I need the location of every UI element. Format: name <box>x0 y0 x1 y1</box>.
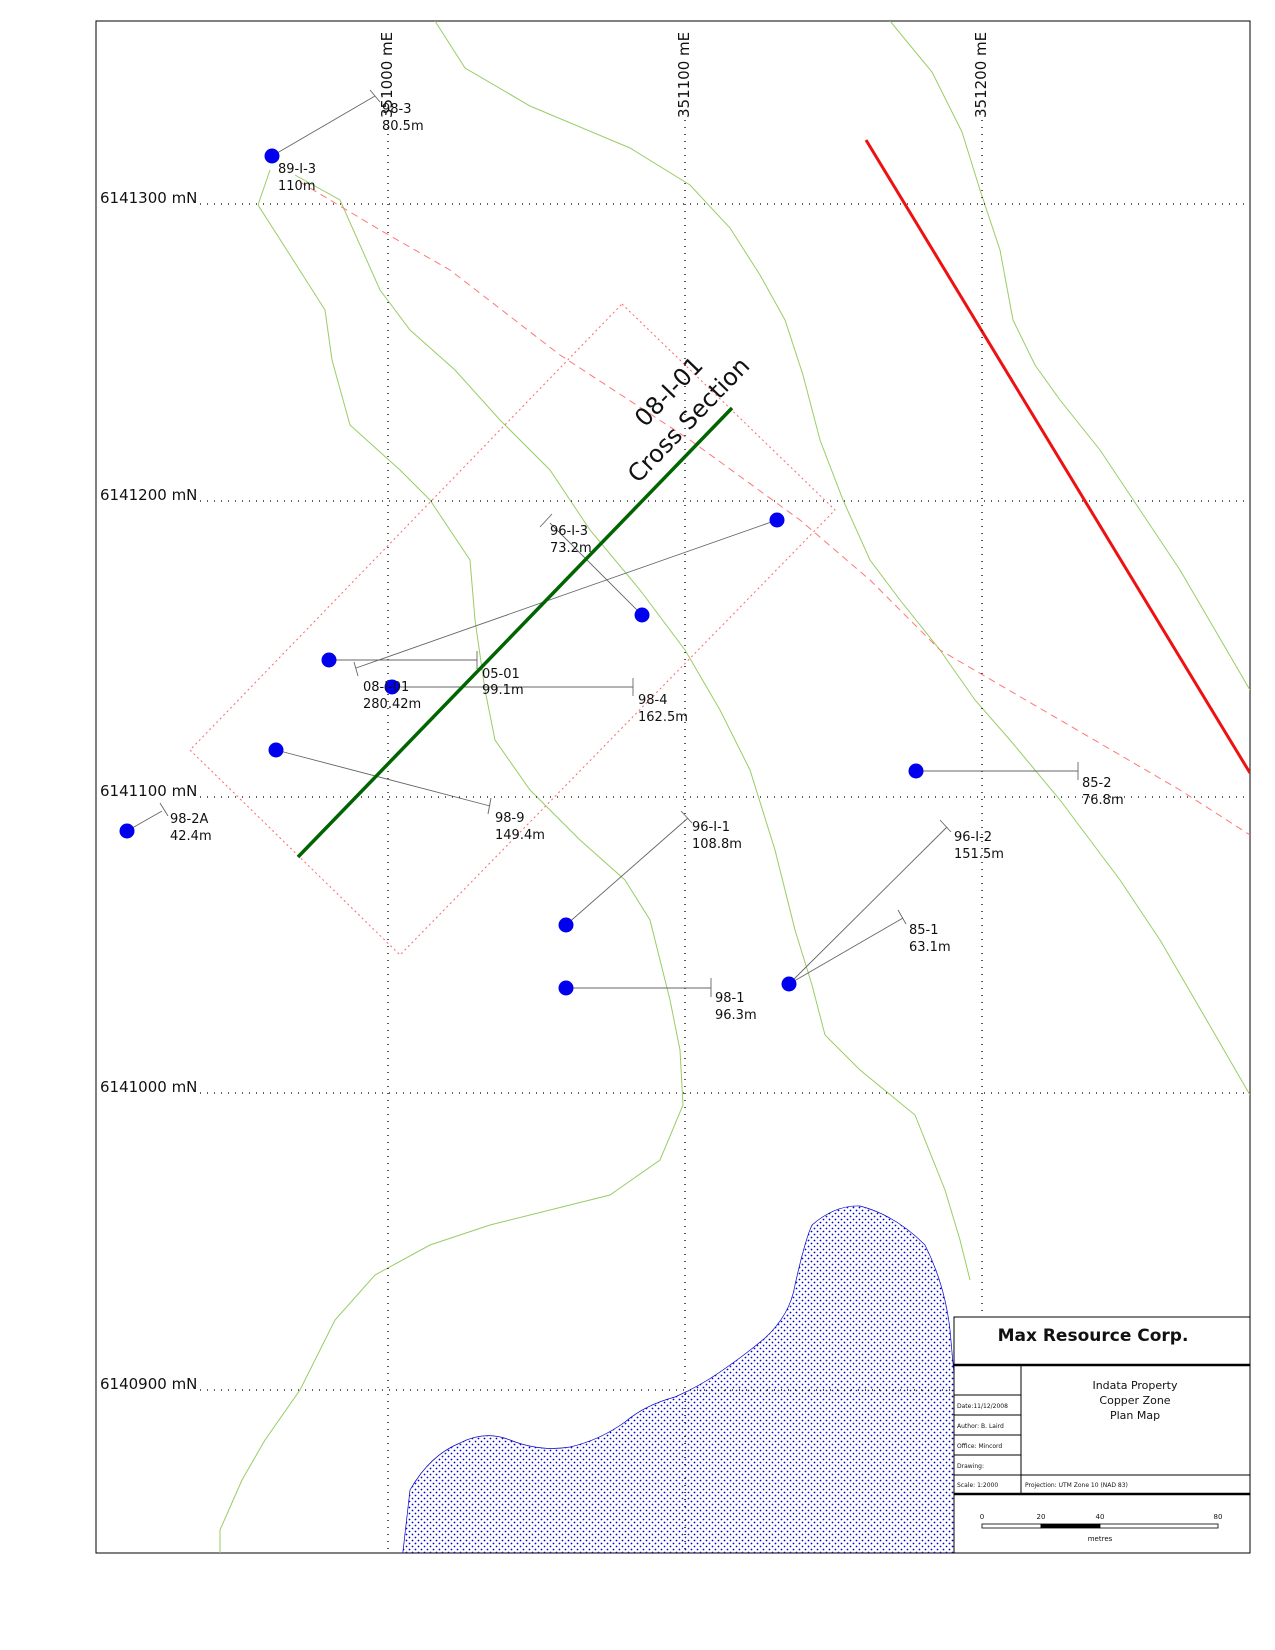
trace-96-I-3 <box>549 522 643 616</box>
contour-line <box>889 21 1250 691</box>
label-85-1-length: 63.1m <box>909 940 951 955</box>
label-96-I-3-id: 96-I-3 <box>550 524 588 539</box>
easting-label: 351100 mE <box>675 32 693 118</box>
label-98-1-id: 98-1 <box>715 991 745 1006</box>
label-89-I-3-length: 110m <box>278 179 315 194</box>
collar-96-I-3 <box>634 607 650 623</box>
label-08-I-01-length: 280.42m <box>363 697 421 712</box>
trace-96-I-2-end <box>939 819 952 833</box>
collar-98-9 <box>268 742 284 758</box>
date-field: Date:11/12/2008 <box>957 1403 1008 1410</box>
collar-98-1 <box>558 980 574 996</box>
easting-label: 351200 mE <box>972 32 990 118</box>
label-89-I-3-id: 89-I-3 <box>278 162 316 177</box>
label-98-4-length: 162.5m <box>638 710 688 725</box>
trace-85-1-end <box>897 909 907 925</box>
contour-lines <box>219 21 1250 1553</box>
trace-98-2A-end <box>159 802 169 817</box>
label-98-3-id: 98-3 <box>382 102 412 117</box>
grid-lines <box>200 120 1250 1553</box>
scale-field: Scale: 1:2000 <box>957 1482 998 1489</box>
collar-96-I-1 <box>558 917 574 933</box>
projection-field: Projection: UTM Zone 10 (NAD 83) <box>1025 1482 1128 1489</box>
collar-96-I-2 <box>781 976 797 992</box>
label-05-01-length: 99.1m <box>482 683 524 698</box>
collar-85-2 <box>908 763 924 779</box>
trace-96-I-1-end <box>680 810 693 824</box>
fault-line <box>864 139 1250 774</box>
northing-label: 6141300 mN <box>100 189 197 207</box>
map-title-line: Copper Zone <box>1099 1394 1170 1407</box>
label-96-I-3-length: 73.2m <box>550 541 592 556</box>
northing-label: 6141000 mN <box>100 1078 197 1096</box>
dashed-trace <box>299 181 1250 836</box>
drillhole-labels: 98-3 80.5m 89-I-3 110m 96-I-3 73.2m 05-0… <box>170 102 1124 1023</box>
scale-tick-label: 80 <box>1214 1513 1223 1521</box>
trace-96-I-3-end <box>539 513 553 528</box>
collar-98-4 <box>384 679 400 695</box>
trace-98-3-end <box>369 89 381 103</box>
trace-08-I-01-end <box>353 661 359 677</box>
label-98-3-length: 80.5m <box>382 119 424 134</box>
label-98-9-length: 149.4m <box>495 828 545 843</box>
label-98-2A-length: 42.4m <box>170 829 212 844</box>
northing-label: 6141100 mN <box>100 782 197 800</box>
label-96-I-1-length: 108.8m <box>692 837 742 852</box>
lake-area <box>402 1205 995 1553</box>
easting-label: 351000 mE <box>378 32 396 118</box>
trace-08-I-01 <box>355 519 778 669</box>
trace-98-3 <box>271 95 376 157</box>
map-frame <box>95 20 1251 1554</box>
label-98-1-length: 96.3m <box>715 1008 757 1023</box>
drawing-field: Drawing: <box>957 1463 984 1470</box>
contour-line <box>219 169 684 1553</box>
drill-collars <box>119 148 924 996</box>
label-08-I-01-id: 08-I-01 <box>363 680 409 695</box>
label-85-2-length: 76.8m <box>1082 793 1124 808</box>
collar-89-I-3 <box>264 148 280 164</box>
label-96-I-2-length: 151.5m <box>954 847 1004 862</box>
northing-label: 6140900 mN <box>100 1375 197 1393</box>
title-block: Max Resource Corp. Indata Property Coppe… <box>953 1316 1251 1554</box>
label-96-I-1-id: 96-I-1 <box>692 820 730 835</box>
label-98-4-id: 98-4 <box>638 693 668 708</box>
drillhole-traces <box>126 89 1079 997</box>
map-title-line: Plan Map <box>1110 1409 1160 1422</box>
company-name: Max Resource Corp. <box>998 1326 1189 1346</box>
scale-tick-label: 20 <box>1037 1513 1046 1521</box>
contour-line <box>434 21 1250 1096</box>
author-field: Author: B. Laird <box>957 1423 1004 1430</box>
collar-98-2A <box>119 823 135 839</box>
label-98-9-id: 98-9 <box>495 811 525 826</box>
contour-line <box>294 174 971 1281</box>
trace-85-1 <box>788 917 904 985</box>
trace-96-I-1 <box>565 817 689 926</box>
trace-98-9 <box>275 749 491 807</box>
collar-08-I-01 <box>769 512 785 528</box>
scale-bar: 0 20 40 80 metres <box>980 1513 1223 1543</box>
office-field: Office: Mincord <box>957 1443 1002 1450</box>
scale-unit: metres <box>1088 1535 1113 1543</box>
label-05-01-id: 05-01 <box>482 667 520 682</box>
label-98-2A-id: 98-2A <box>170 812 209 827</box>
trace-96-I-2 <box>788 826 948 985</box>
cross-section-line <box>296 406 734 859</box>
label-96-I-2-id: 96-I-2 <box>954 830 992 845</box>
map-title-line: Indata Property <box>1092 1379 1178 1392</box>
scale-tick-label: 40 <box>1096 1513 1105 1521</box>
northing-label: 6141200 mN <box>100 486 197 504</box>
trace-98-9-end <box>487 797 492 815</box>
scale-tick-label: 0 <box>980 1513 984 1521</box>
label-85-2-id: 85-2 <box>1082 776 1112 791</box>
label-85-1-id: 85-1 <box>909 923 939 938</box>
collar-05-01 <box>321 652 337 668</box>
